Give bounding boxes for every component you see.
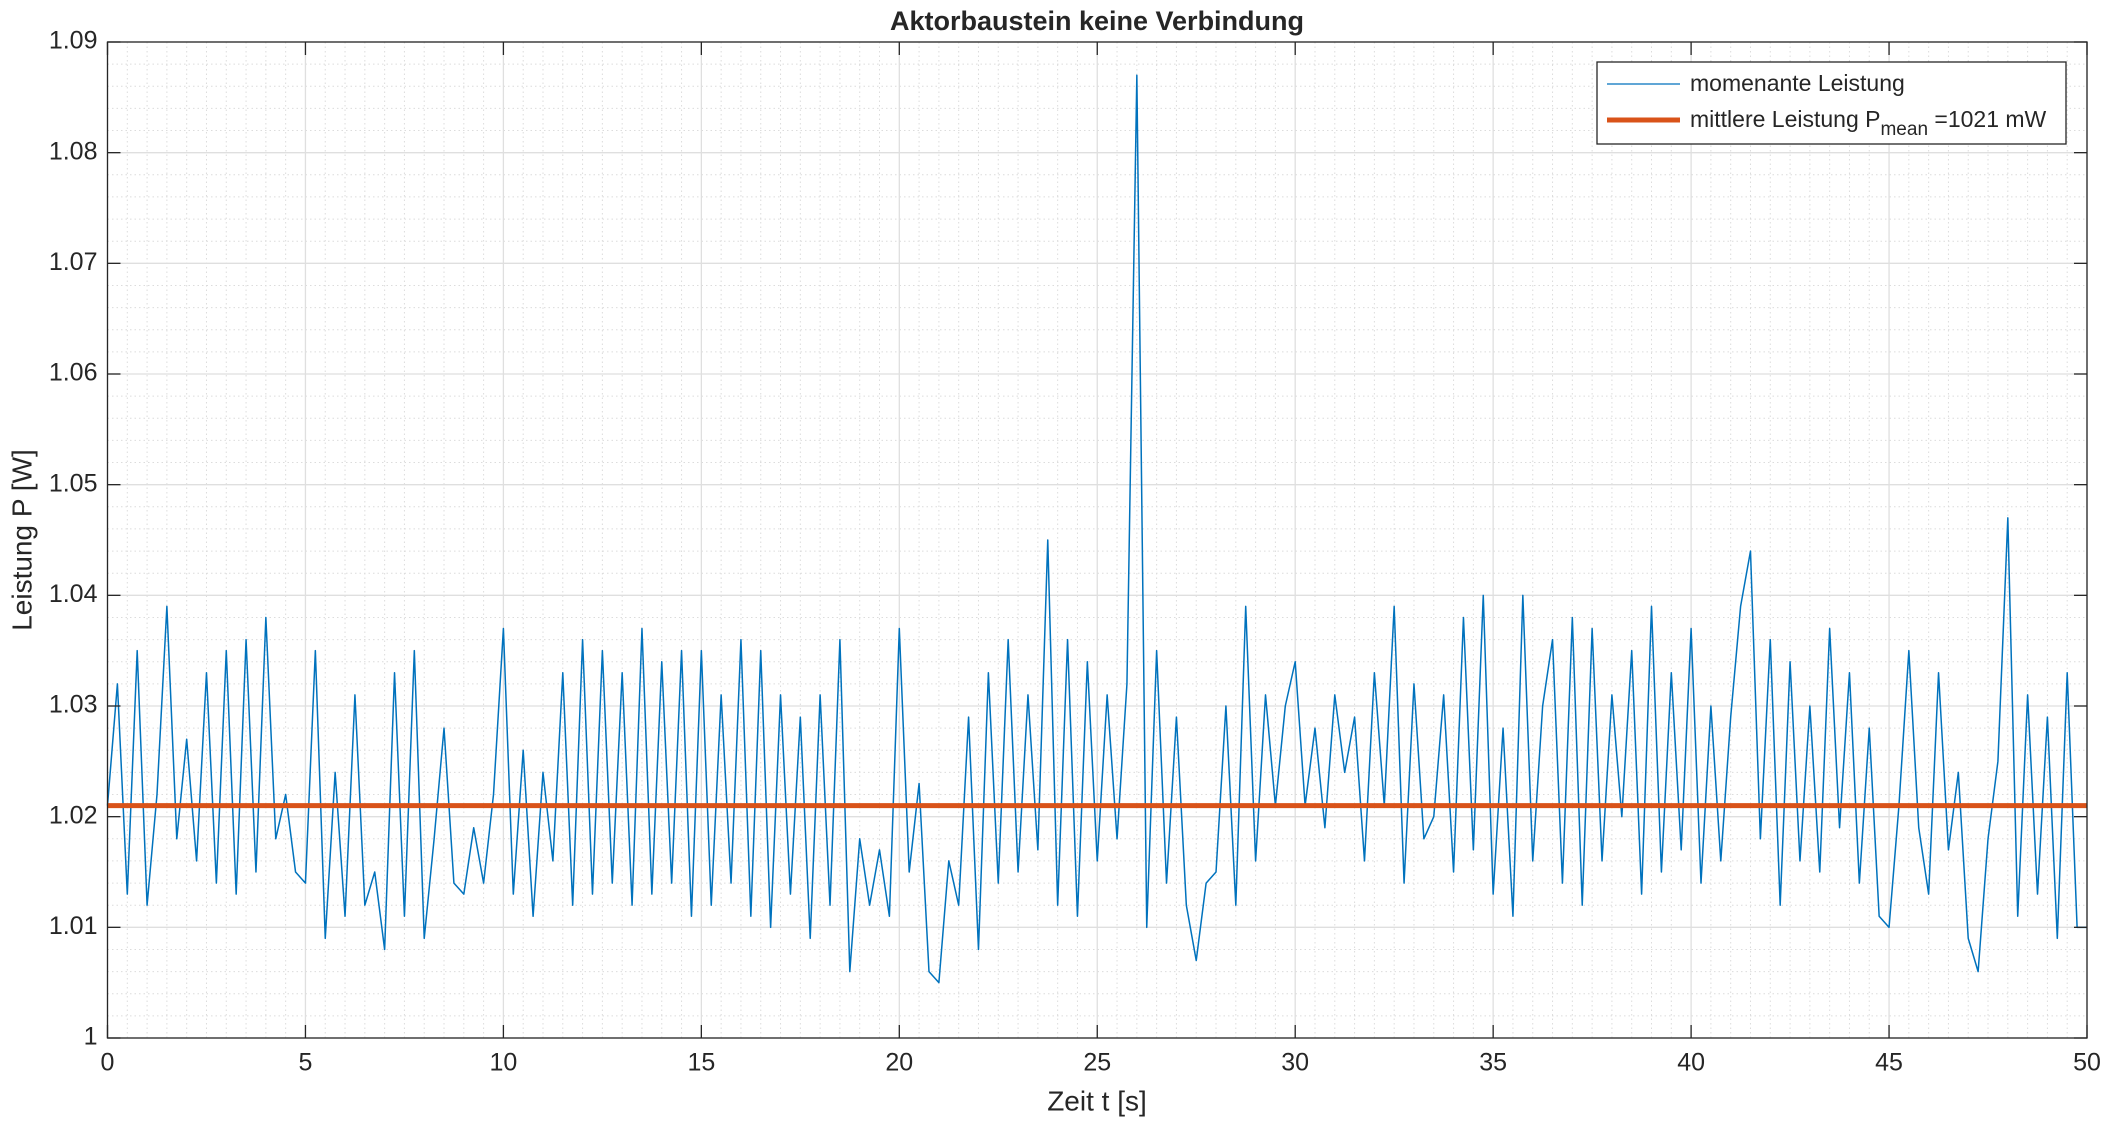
chart-title: Aktorbaustein keine Verbindung	[890, 6, 1304, 36]
x-tick-label: 50	[2073, 1049, 2101, 1077]
legend-label: momenante Leistung	[1690, 70, 1905, 96]
x-tick-label: 5	[298, 1049, 312, 1077]
x-tick-label: 15	[687, 1049, 715, 1077]
x-tick-label: 20	[885, 1049, 913, 1077]
legend-label-main: mittlere Leistung P	[1690, 106, 1880, 132]
x-tick-label: 0	[101, 1049, 115, 1077]
x-axis-label: Zeit t [s]	[1047, 1085, 1147, 1116]
x-tick-label: 30	[1281, 1049, 1309, 1077]
x-tick-label: 40	[1677, 1049, 1705, 1077]
y-tick-label: 1.03	[49, 691, 98, 719]
y-tick-label: 1.05	[49, 469, 98, 497]
legend-box	[1596, 61, 2067, 145]
y-tick-label: 1.08	[49, 137, 98, 165]
x-tick-label: 35	[1479, 1049, 1507, 1077]
y-tick-label: 1.06	[49, 359, 98, 387]
x-tick-label: 45	[1875, 1049, 1903, 1077]
y-tick-label: 1.09	[49, 27, 98, 55]
axes: 0 5 10 15 20 25 30 35 40 45 50 1 1.01 1.02 1.03 1.04 1.0…	[49, 27, 2101, 1077]
legend: momenante Leistung mittlere Leistung Pme…	[1596, 61, 2067, 145]
x-tick-label: 25	[1083, 1049, 1111, 1077]
legend-label-subscript: mean	[1880, 119, 1928, 140]
plot-frame	[106, 41, 2088, 1039]
legend-label: mittlere Leistung Pmean =1021 mW	[1690, 106, 2047, 140]
y-tick-label: 1.04	[49, 580, 98, 608]
x-tick-label: 10	[489, 1049, 517, 1077]
y-tick-label: 1	[84, 1023, 98, 1051]
legend-label-suffix: =1021 mW	[1928, 106, 2047, 132]
data-line	[106, 74, 2087, 984]
y-axis-label: Leistung P [W]	[6, 449, 37, 631]
y-tick-label: 1.07	[49, 248, 98, 276]
y-tick-label: 1.02	[49, 801, 98, 829]
plot	[106, 74, 2087, 984]
y-tick-label: 1.01	[49, 912, 98, 940]
